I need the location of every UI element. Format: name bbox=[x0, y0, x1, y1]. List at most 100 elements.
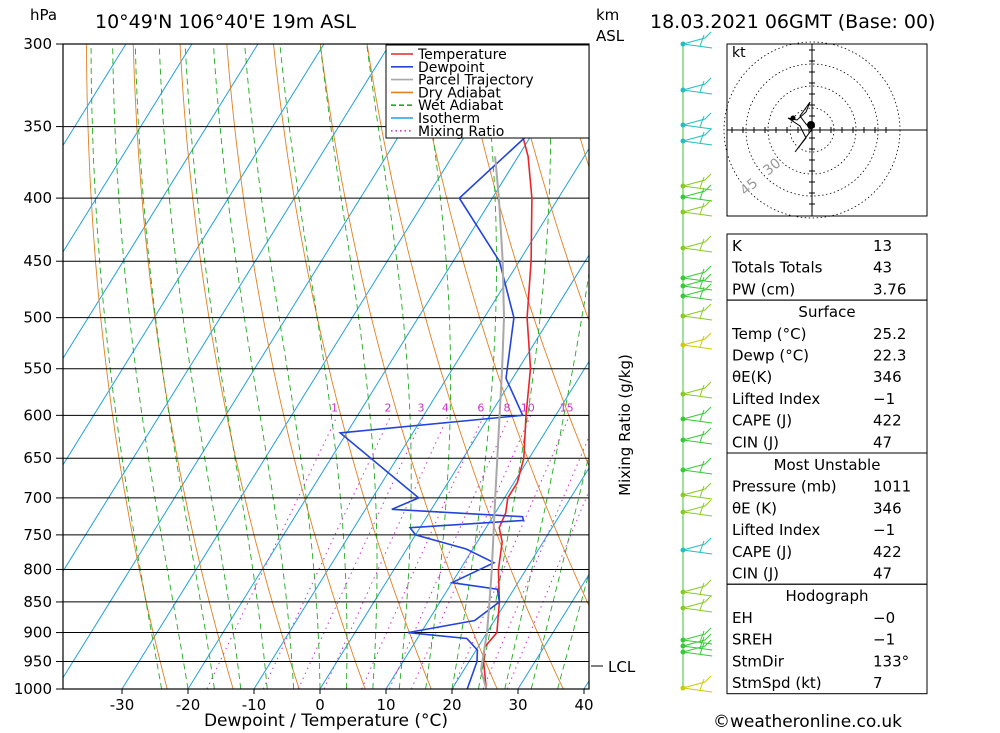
index-value: 13 bbox=[873, 237, 892, 255]
index-label: Totals Totals bbox=[731, 259, 823, 277]
index-label: θE(K) bbox=[732, 368, 772, 386]
index-value: −0 bbox=[873, 609, 895, 627]
isotherm-line bbox=[63, 44, 325, 466]
x-tick-label: 20 bbox=[442, 696, 461, 714]
mixing-ratio-line bbox=[388, 415, 511, 689]
pressure-tick-label: 350 bbox=[23, 118, 52, 136]
x-tick-label: -30 bbox=[110, 696, 135, 714]
x-tick-labels: -30 -20 -10 0 10 20 30 40 bbox=[110, 689, 594, 714]
dry-adiabat-line bbox=[506, 44, 589, 322]
x-axis-label: Dewpoint / Temperature (°C) bbox=[204, 711, 448, 731]
mixing-ratio-line bbox=[206, 415, 338, 689]
pressure-tick-label: 650 bbox=[23, 449, 52, 467]
wind-barb-flag bbox=[699, 335, 705, 348]
hodograph-unit-label: kt bbox=[732, 45, 746, 61]
index-label: StmSpd (kt) bbox=[732, 674, 822, 692]
index-label: CAPE (J) bbox=[732, 412, 792, 430]
index-label: θE (K) bbox=[732, 499, 777, 517]
wind-barb-flag bbox=[699, 636, 705, 649]
isotherm-line bbox=[385, 360, 589, 689]
isotherm-line bbox=[63, 44, 259, 360]
wind-barb-shaft bbox=[682, 591, 713, 597]
wind-barb-shaft bbox=[682, 196, 713, 202]
x-tick-label: -20 bbox=[176, 696, 201, 714]
wind-barb-flag bbox=[699, 678, 705, 691]
index-label: Pressure (mb) bbox=[732, 478, 837, 496]
mixing-ratio-tick-label: 10 bbox=[521, 401, 535, 414]
index-label: K bbox=[732, 237, 743, 255]
wind-barb-shaft bbox=[682, 285, 713, 291]
wind-barb-shaft bbox=[682, 124, 713, 130]
wind-barb-flag bbox=[699, 131, 705, 144]
wind-barb bbox=[682, 579, 712, 593]
mixing-ratio-axis-label: Mixing Ratio (g/kg) bbox=[616, 354, 634, 496]
index-value: 22.3 bbox=[873, 347, 906, 365]
isotherm-line bbox=[253, 147, 589, 689]
index-value: 47 bbox=[873, 565, 892, 583]
wind-barb-shaft bbox=[682, 344, 713, 350]
dry-adiabat-line bbox=[928, 44, 1000, 689]
legend-entry: Temperature bbox=[417, 47, 507, 63]
pressure-tick-label: 900 bbox=[23, 624, 52, 642]
mixing-ratio-tick-label: 8 bbox=[503, 401, 510, 414]
wind-barb-flag bbox=[699, 238, 705, 251]
wind-barb-shaft bbox=[682, 295, 713, 301]
wind-barb-flag bbox=[699, 268, 705, 281]
legend-entry: Mixing Ratio bbox=[418, 124, 504, 140]
wind-barb-flag bbox=[699, 642, 705, 655]
x-tick-label: 40 bbox=[574, 696, 593, 714]
index-value: 43 bbox=[873, 259, 892, 277]
datetime-title: 18.03.2021 06GMT (Base: 00) bbox=[650, 11, 935, 33]
pressure-tick-label: 400 bbox=[23, 189, 52, 207]
table-section-title: Surface bbox=[798, 303, 855, 321]
dry-adiabat-line bbox=[85, 44, 168, 689]
mixing-ratio-line bbox=[410, 415, 532, 689]
index-value: 133° bbox=[873, 652, 909, 670]
wind-barb-flag bbox=[699, 540, 705, 553]
wind-barb-flag bbox=[699, 34, 705, 47]
wind-barb-flag bbox=[699, 286, 705, 299]
index-label: PW (cm) bbox=[732, 280, 795, 298]
wind-barb-shaft bbox=[682, 315, 713, 321]
mixing-ratio-tick-label: 1 bbox=[331, 401, 338, 414]
wind-barb bbox=[682, 199, 712, 213]
x-tick-label: 30 bbox=[508, 696, 527, 714]
index-value: 25.2 bbox=[873, 325, 906, 343]
wind-barb-shaft bbox=[682, 277, 713, 283]
wind-barb bbox=[682, 381, 712, 395]
pressure-tick-label: 450 bbox=[23, 252, 52, 270]
dewpoint-line bbox=[338, 44, 561, 689]
y-tick-labels: 300 350 400 450 500 550 600 650 700 750 800 850 900 9… bbox=[14, 35, 52, 698]
sounding-series bbox=[338, 44, 561, 689]
isotherm-line bbox=[517, 573, 589, 689]
km-unit-label: km bbox=[596, 6, 619, 24]
index-label: CAPE (J) bbox=[732, 543, 792, 561]
wind-barb bbox=[682, 173, 712, 187]
pressure-tick-label: 700 bbox=[23, 489, 52, 507]
wind-barb bbox=[682, 283, 712, 297]
wind-barb bbox=[682, 265, 712, 279]
wind-barb-shaft bbox=[682, 607, 713, 613]
wind-barb bbox=[682, 595, 712, 609]
table-section-box bbox=[726, 583, 928, 695]
wind-barb-shaft bbox=[682, 247, 713, 253]
table-section-title: Hodograph bbox=[785, 587, 868, 605]
table-section-title: Most Unstable bbox=[774, 456, 881, 474]
legend-entry: Wet Adiabat bbox=[418, 98, 504, 114]
legend-entry: Parcel Trajectory bbox=[418, 73, 534, 89]
wind-barb-flag bbox=[699, 460, 705, 473]
dry-adiabat-line bbox=[366, 44, 564, 689]
location-title: 10°49'N 106°40'E 19m ASL bbox=[95, 11, 356, 33]
pressure-tick-label: 750 bbox=[23, 526, 52, 544]
index-value: −1 bbox=[873, 521, 895, 539]
wind-barb-shaft bbox=[682, 687, 713, 693]
index-value: −1 bbox=[873, 631, 895, 649]
isotherm-line bbox=[63, 44, 193, 253]
wind-barb-shaft bbox=[682, 469, 713, 475]
wet-adiabat-line bbox=[90, 44, 163, 689]
mixing-ratio-tick-label: 6 bbox=[477, 401, 484, 414]
isotherm-line bbox=[319, 254, 589, 689]
pressure-tick-label: 300 bbox=[23, 35, 52, 53]
wind-barb-flag bbox=[699, 306, 705, 319]
